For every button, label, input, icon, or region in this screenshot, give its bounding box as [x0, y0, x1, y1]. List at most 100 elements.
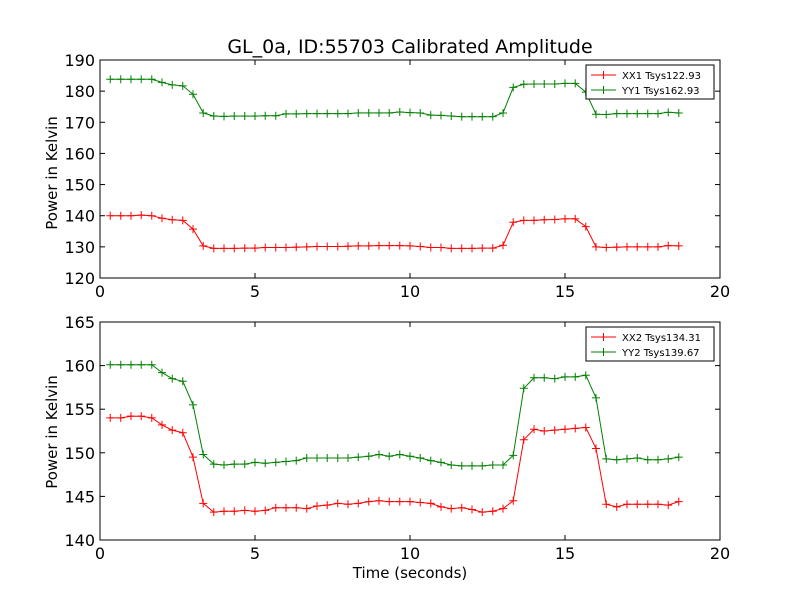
data-point [499, 461, 507, 470]
data-point [664, 501, 673, 510]
data-point [178, 81, 187, 90]
x-axis-label: Time (seconds) [352, 564, 468, 582]
data-point [437, 458, 445, 467]
data-point [240, 460, 249, 469]
data-point [509, 451, 518, 460]
data-point [333, 109, 342, 118]
data-point [168, 80, 177, 89]
x-tick-label: 5 [250, 544, 260, 563]
data-point [116, 413, 125, 422]
data-point [240, 506, 249, 515]
data-point [313, 501, 321, 510]
data-point [375, 241, 383, 250]
data-point [478, 461, 487, 470]
data-point [395, 497, 404, 506]
data-point [333, 242, 342, 251]
data-point [354, 499, 363, 508]
data-point [447, 244, 456, 253]
data-point [426, 111, 435, 120]
y-tick-label: 140 [64, 207, 95, 226]
data-point [530, 425, 538, 434]
data-point [261, 506, 270, 515]
data-point [313, 454, 321, 463]
data-point [375, 496, 383, 505]
data-point [530, 216, 538, 225]
data-point [654, 455, 662, 464]
legend-label: YY1 Tsys162.93 [621, 86, 700, 97]
data-point [540, 215, 549, 224]
data-point [478, 244, 487, 253]
data-point [540, 79, 549, 88]
data-point [240, 244, 249, 253]
data-point [344, 109, 352, 118]
data-point [189, 90, 197, 99]
x-tick-label: 0 [95, 282, 105, 301]
data-point [147, 360, 156, 369]
x-tick-label: 15 [555, 544, 575, 563]
data-point [478, 112, 487, 121]
data-point [251, 507, 259, 516]
data-point [643, 242, 652, 251]
data-point [592, 242, 600, 251]
data-point [416, 242, 425, 251]
data-point [550, 374, 559, 383]
data-point [354, 108, 363, 117]
data-point [292, 109, 301, 118]
data-point [220, 461, 228, 470]
data-point [323, 501, 332, 510]
data-point [468, 461, 476, 470]
data-point [385, 108, 394, 117]
data-point [127, 75, 135, 84]
data-point [457, 461, 466, 470]
data-point [385, 452, 394, 461]
data-point [168, 374, 177, 383]
data-point [612, 109, 621, 118]
x-tick-label: 20 [710, 282, 730, 301]
data-point [323, 109, 332, 118]
data-point [106, 413, 115, 422]
legend-marker [599, 333, 608, 341]
data-point [581, 371, 590, 380]
data-point [499, 108, 507, 117]
data-point [313, 242, 321, 251]
legend-box [585, 326, 715, 362]
data-point [127, 412, 135, 421]
y-tick-label: 130 [64, 238, 95, 257]
data-point [199, 499, 208, 508]
data-point [354, 453, 363, 462]
legend-box [585, 64, 715, 100]
data-point [633, 242, 642, 251]
data-point [302, 242, 311, 251]
data-point [488, 507, 497, 516]
data-point [426, 456, 435, 465]
data-point [571, 372, 580, 381]
data-point [302, 504, 311, 513]
data-point [313, 109, 321, 118]
data-point [623, 109, 631, 118]
data-point [199, 450, 208, 459]
data-point [468, 505, 476, 514]
data-point [251, 458, 259, 467]
data-point [561, 214, 569, 223]
data-point [633, 500, 642, 509]
bottom-subplot: 0 5 10 15 20 140 145 150 155 160 165 XX2 Tsys134.31… [43, 313, 730, 582]
data-point [116, 360, 125, 369]
y-tick-label: 170 [64, 113, 95, 132]
data-point [623, 242, 631, 251]
data-point [437, 502, 445, 511]
data-point [282, 109, 290, 118]
data-point [344, 500, 352, 509]
data-point [106, 75, 115, 84]
data-point [395, 108, 404, 117]
data-point [158, 214, 166, 223]
data-point [581, 423, 590, 432]
data-point [220, 507, 228, 516]
data-point [344, 242, 352, 251]
data-point [478, 508, 487, 517]
data-point [292, 243, 301, 252]
data-point [592, 444, 600, 453]
data-point [168, 215, 177, 224]
data-point [292, 503, 301, 512]
data-point [633, 109, 642, 118]
